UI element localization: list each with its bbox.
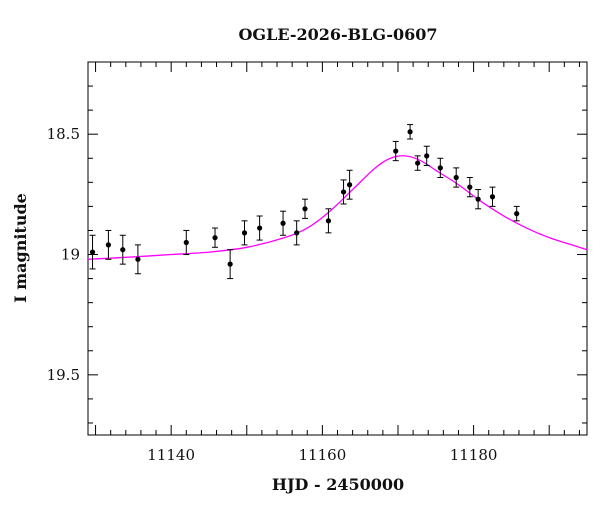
data-point — [407, 129, 413, 135]
data-point — [415, 160, 421, 166]
data-point-group — [466, 177, 473, 198]
data-point — [393, 148, 399, 154]
data-point-group — [241, 220, 248, 246]
data-point-group — [105, 229, 112, 260]
data-point — [89, 249, 96, 255]
data-point-group — [513, 205, 520, 222]
data-point-group — [89, 234, 96, 270]
data-point — [257, 225, 263, 231]
data-point-group — [119, 234, 126, 265]
data-point — [514, 211, 520, 217]
data-point-group — [414, 155, 421, 171]
data-point-group — [183, 229, 190, 256]
x-tick-label: 11140 — [147, 446, 195, 464]
data-point-group — [346, 169, 353, 200]
data-point-group — [407, 124, 414, 140]
y-tick-label: 18.5 — [47, 125, 80, 143]
data-point — [489, 194, 496, 200]
data-point-group — [212, 227, 219, 248]
data-point-group — [453, 167, 460, 188]
data-point-group — [489, 186, 496, 207]
data-point-group — [325, 208, 332, 234]
chart-title: OGLE-2026-BLG-0607 — [238, 25, 437, 44]
data-point-group — [392, 140, 399, 162]
data-point — [135, 256, 141, 262]
data-point — [437, 165, 443, 171]
y-axis-label: I magnitude — [11, 193, 30, 303]
data-point — [280, 220, 286, 226]
data-point — [294, 230, 300, 236]
data-point-group — [227, 249, 234, 280]
data-point — [241, 230, 248, 236]
data-point — [475, 196, 481, 202]
data-point — [120, 247, 126, 253]
data-point — [325, 218, 332, 224]
axis-ticks — [88, 62, 587, 435]
data-point-group — [134, 244, 141, 275]
plot-frame — [87, 61, 588, 436]
data-point — [340, 189, 347, 195]
data-point — [467, 184, 473, 190]
data-point — [453, 174, 459, 181]
x-tick-label: 11160 — [299, 446, 347, 464]
tick-labels: 11140 11160 11180 18.5 19 19.5 — [47, 125, 498, 464]
data-point-group — [293, 220, 300, 246]
data-point — [227, 261, 233, 267]
data-point-group — [437, 157, 444, 179]
data-point — [302, 206, 308, 212]
data-point-group — [340, 179, 347, 205]
y-tick-label: 19.5 — [47, 366, 80, 384]
data-point — [346, 182, 353, 188]
y-tick-label: 19 — [61, 246, 80, 264]
x-tick-label: 11180 — [450, 446, 498, 464]
data-point-group — [256, 215, 263, 241]
data-point-group — [423, 145, 430, 166]
data-point — [183, 239, 189, 246]
data-point-group — [475, 189, 482, 210]
plot-area — [87, 124, 588, 280]
x-axis-label: HJD - 2450000 — [272, 475, 404, 494]
data-point-group — [280, 210, 287, 236]
data-point — [424, 153, 430, 159]
model-curve — [87, 155, 588, 260]
data-point — [105, 242, 112, 248]
data-point-group — [301, 198, 308, 219]
data-point — [212, 235, 218, 241]
